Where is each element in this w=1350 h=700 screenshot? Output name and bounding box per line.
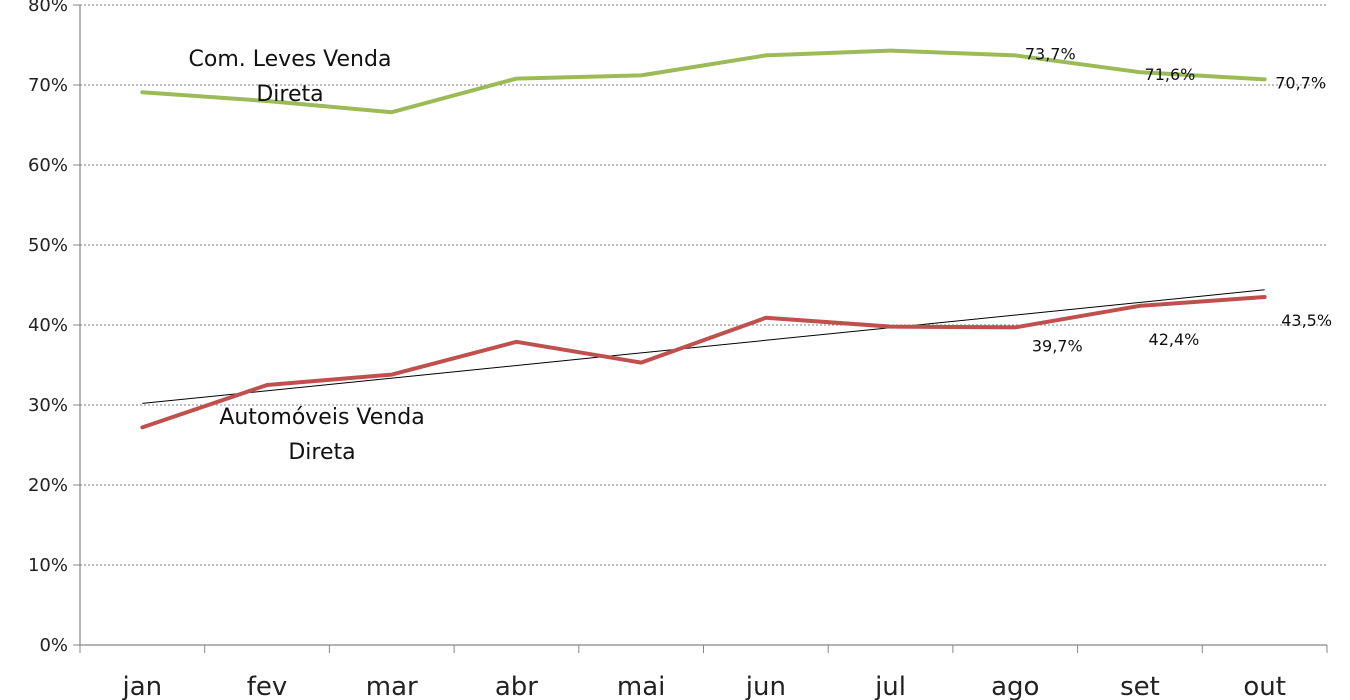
y-tick-label: 40% bbox=[28, 315, 68, 336]
labels: Com. Leves Venda Direta 73,7% 71,6% 70,7% Aut… bbox=[189, 44, 1333, 465]
y-tick-label: 50% bbox=[28, 235, 68, 256]
y-tick-label: 60% bbox=[28, 155, 68, 176]
automoveis-trendline bbox=[142, 289, 1265, 404]
y-tick-label: 10% bbox=[28, 555, 68, 576]
trendlines bbox=[142, 289, 1265, 404]
com-leves-data-label: 73,7% bbox=[1025, 44, 1076, 63]
automoveis-series-name: Automóveis Venda bbox=[219, 405, 424, 430]
x-tick-label: jun bbox=[745, 672, 786, 700]
x-tick-label: jan bbox=[122, 672, 163, 700]
automoveis-data-label: 42,4% bbox=[1149, 330, 1200, 349]
x-tick-label: set bbox=[1120, 672, 1160, 700]
com-leves-series-name: Com. Leves Venda bbox=[189, 47, 392, 72]
x-tick-label: fev bbox=[247, 672, 288, 700]
x-tick-label: out bbox=[1243, 672, 1286, 700]
com-leves-series-line bbox=[140, 48, 1267, 115]
com-leves-data-label: 70,7% bbox=[1275, 73, 1326, 92]
x-tick-label: mai bbox=[617, 672, 665, 700]
automoveis-series-name: Direta bbox=[288, 440, 355, 465]
automoveis-data-label: 43,5% bbox=[1281, 311, 1332, 330]
x-tick-label: jul bbox=[874, 672, 906, 700]
com-leves-data-label: 71,6% bbox=[1145, 65, 1196, 84]
series-lines bbox=[140, 48, 1267, 430]
x-tick-label: abr bbox=[495, 672, 538, 700]
x-tick-label: ago bbox=[991, 672, 1039, 700]
tick-labels: 0% 10% 20% 30% 40% 50% 60% 70% 80% jan fev mar abr ma… bbox=[28, 0, 1286, 700]
y-tick-label: 30% bbox=[28, 395, 68, 416]
automoveis-series-line bbox=[140, 295, 1267, 430]
y-tick-label: 20% bbox=[28, 475, 68, 496]
com-leves-series-name: Direta bbox=[256, 82, 323, 107]
y-tick-label: 80% bbox=[28, 0, 68, 16]
axes bbox=[73, 4, 1328, 653]
x-tick-label: mar bbox=[366, 672, 418, 700]
y-tick-label: 70% bbox=[28, 75, 68, 96]
automoveis-data-label: 39,7% bbox=[1032, 336, 1083, 355]
y-tick-label: 0% bbox=[39, 635, 68, 656]
